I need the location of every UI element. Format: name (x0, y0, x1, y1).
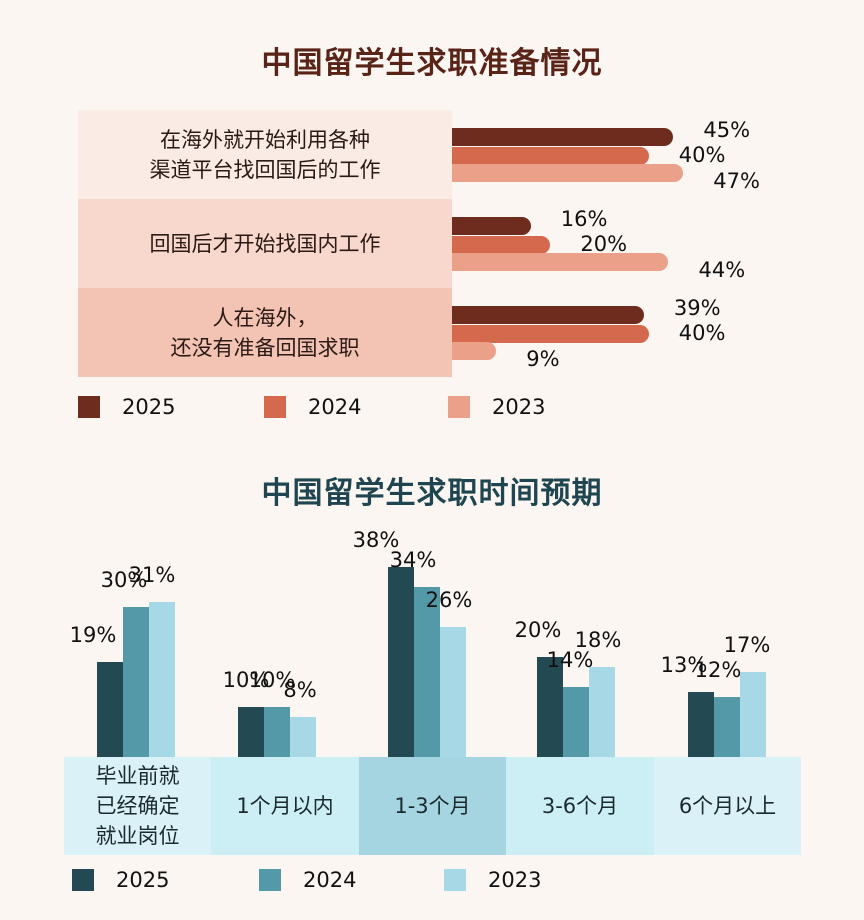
chart2-bar (688, 692, 714, 757)
legend-swatch (448, 396, 470, 418)
chart2-data-label: 10% (249, 668, 296, 692)
chart1-bar (452, 236, 551, 254)
chart2-bar (238, 707, 264, 757)
legend-label: 2023 (492, 395, 546, 419)
chart1-data-label: 40% (678, 321, 726, 345)
chart2-bar (537, 657, 563, 757)
legend-swatch (259, 869, 281, 891)
legend-swatch (444, 869, 466, 891)
chart1-data-label: 16% (560, 207, 608, 231)
chart2-data-label: 38% (353, 528, 400, 552)
chart2-data-label: 31% (129, 563, 176, 587)
chart1-data-label: 39% (673, 296, 721, 320)
chart1-category-label: 在海外就开始利用各种 渠道平台找回国后的工作 (78, 110, 452, 199)
chart1-data-label: 40% (678, 143, 726, 167)
chart2-legend-item: 2024 (259, 868, 356, 892)
chart2-bar (589, 667, 615, 757)
chart2-bar (563, 687, 589, 757)
chart1-data-label: 44% (698, 258, 746, 282)
chart2-bar (97, 662, 123, 757)
legend-label: 2023 (488, 868, 542, 892)
chart2-bar (440, 627, 466, 757)
chart1-bar (452, 147, 649, 165)
chart1-bar (452, 325, 649, 343)
chart2-legend-item: 2025 (72, 868, 169, 892)
chart1-data-label: 9% (526, 347, 560, 371)
chart2-legend-item: 2023 (444, 868, 541, 892)
legend-label: 2025 (122, 395, 176, 419)
chart1-bar (452, 217, 531, 235)
chart2-category-label: 1-3个月 (359, 757, 506, 855)
legend-swatch (72, 869, 94, 891)
chart2-bar (714, 697, 740, 757)
chart1-bar (452, 164, 684, 182)
legend-swatch (78, 396, 100, 418)
chart2-data-label: 30% (101, 568, 148, 592)
chart1-legend-item: 2023 (448, 395, 545, 419)
chart1-bar (452, 306, 644, 324)
chart1-data-label: 47% (713, 169, 760, 193)
chart1-legend-item: 2025 (78, 395, 175, 419)
chart2-data-label: 17% (724, 633, 771, 657)
chart2-data-label: 26% (426, 588, 473, 612)
chart1-data-label: 45% (703, 118, 751, 142)
chart2-bar (149, 602, 175, 757)
legend-label: 2024 (308, 395, 362, 419)
chart1-category-label: 人在海外， 还没有准备回国求职 (78, 288, 452, 377)
chart1-bar (452, 128, 674, 146)
chart1-title: 中国留学生求职准备情况 (261, 46, 603, 81)
legend-swatch (264, 396, 286, 418)
chart1-bar (452, 342, 497, 360)
chart2-data-label: 18% (575, 628, 622, 652)
chart1-legend-item: 2024 (264, 395, 361, 419)
chart2-title: 中国留学生求职时间预期 (261, 476, 603, 511)
chart2-bar (740, 672, 766, 757)
chart2-category-label: 毕业前就 已经确定 就业岗位 (64, 757, 211, 855)
chart2-bar (414, 587, 440, 757)
chart2-bar (264, 707, 290, 757)
chart1-category-label: 回国后才开始找国内工作 (78, 199, 452, 288)
chart2-data-label: 20% (515, 618, 562, 642)
chart2-data-label: 8% (283, 678, 316, 702)
chart2-data-label: 34% (390, 548, 437, 572)
legend-label: 2025 (116, 868, 170, 892)
chart2-category-label: 6个月以上 (654, 757, 801, 855)
chart2-bar (123, 607, 149, 757)
chart2-data-label: 13% (661, 653, 708, 677)
chart2-data-label: 14% (547, 648, 594, 672)
chart2-bar (388, 567, 414, 757)
chart2-category-label: 1个月以内 (211, 757, 359, 855)
legend-label: 2024 (303, 868, 357, 892)
chart2-data-label: 10% (223, 668, 270, 692)
chart1-data-label: 20% (580, 232, 628, 256)
chart2-data-label: 12% (695, 658, 742, 682)
chart1-bar (452, 253, 669, 271)
chart2-category-label: 3-6个月 (506, 757, 654, 855)
chart2-bar (290, 717, 316, 757)
chart2-data-label: 19% (70, 623, 117, 647)
